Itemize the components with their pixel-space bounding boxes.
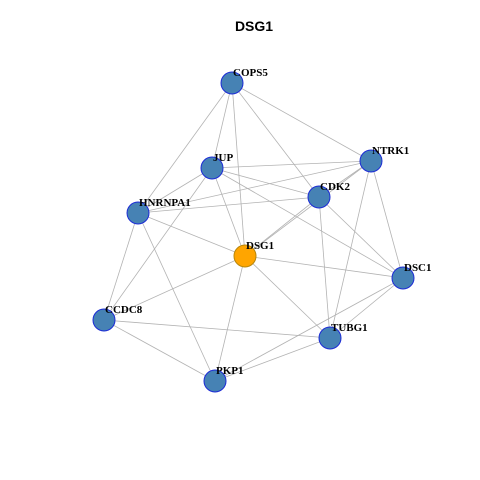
edge	[231, 82, 246, 257]
edge	[231, 82, 320, 198]
node	[203, 369, 227, 393]
node-label: NTRK1	[372, 145, 409, 157]
edge	[214, 277, 404, 382]
edge	[214, 337, 331, 382]
node	[200, 156, 224, 180]
node-label: PKP1	[216, 365, 244, 377]
edge	[211, 160, 372, 169]
edges	[103, 82, 404, 382]
node	[359, 149, 383, 173]
node-label: TUBG1	[331, 322, 368, 334]
edge	[103, 212, 139, 321]
edge	[103, 319, 331, 339]
edge	[231, 82, 372, 162]
title: DSG1	[235, 18, 273, 34]
edge	[370, 160, 404, 279]
edge	[244, 255, 331, 339]
edge	[137, 212, 246, 257]
edge	[137, 160, 372, 214]
edge	[137, 167, 213, 214]
edge	[329, 160, 372, 339]
edge	[318, 196, 404, 279]
node	[126, 201, 150, 225]
edge	[137, 82, 233, 214]
node-label: COPS5	[233, 67, 268, 79]
node	[233, 244, 257, 268]
edge	[244, 196, 320, 257]
node-label: JUP	[213, 152, 233, 164]
edge	[244, 160, 372, 257]
edge	[103, 319, 216, 382]
node	[318, 326, 342, 350]
edge	[211, 82, 233, 169]
node	[92, 308, 116, 332]
nodes: COPS5 JUP NTRK1 CDK2 HNRNPA1 DSG1 DSC1 CCDC8 TUB…	[92, 67, 432, 393]
edge	[318, 196, 331, 339]
node-label: HNRNPA1	[139, 197, 191, 209]
edge	[329, 277, 404, 339]
edge	[137, 212, 216, 382]
edge	[211, 167, 320, 198]
edge	[214, 255, 246, 382]
edge	[103, 167, 213, 321]
node	[220, 71, 244, 95]
edge	[244, 255, 404, 279]
edge	[103, 255, 246, 321]
edge	[137, 196, 320, 214]
edge	[211, 167, 246, 257]
node	[391, 266, 415, 290]
node-label: DSC1	[404, 262, 432, 274]
node-label: DSG1	[246, 240, 274, 252]
edge	[211, 167, 404, 279]
node	[307, 185, 331, 209]
node-label: CCDC8	[105, 304, 143, 316]
node-label: CDK2	[320, 181, 350, 193]
